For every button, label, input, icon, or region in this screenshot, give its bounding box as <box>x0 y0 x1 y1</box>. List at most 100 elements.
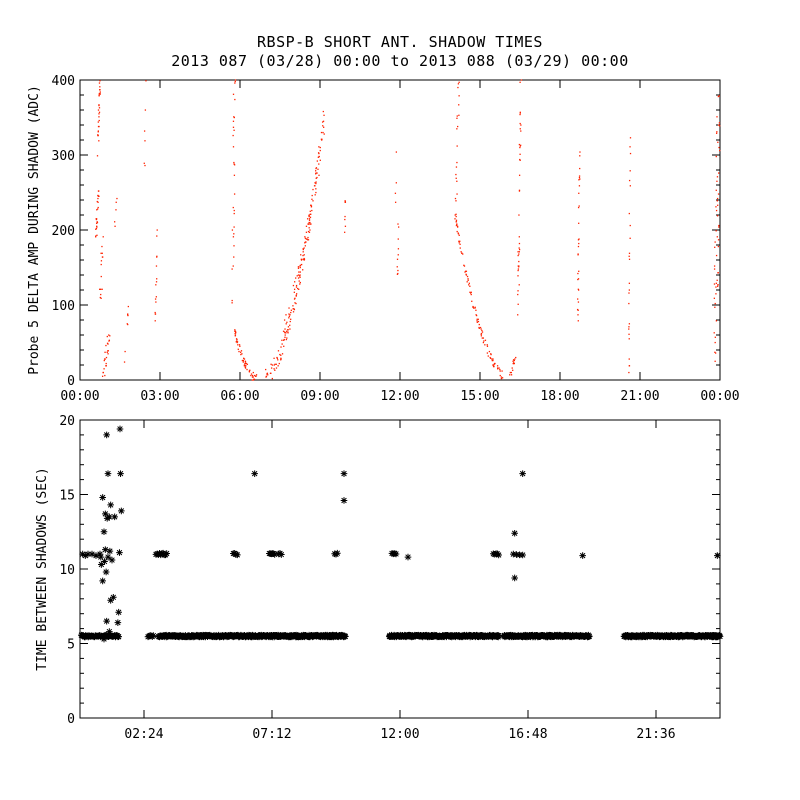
data-point <box>282 330 285 332</box>
data-point <box>476 321 478 323</box>
data-point <box>98 561 105 568</box>
data-point <box>519 146 521 149</box>
data-point <box>233 193 236 195</box>
data-point <box>234 329 236 331</box>
data-point <box>511 367 513 369</box>
data-point <box>467 279 469 281</box>
data-point <box>97 131 99 133</box>
data-point <box>714 352 717 354</box>
data-point <box>98 140 100 142</box>
data-point <box>234 98 236 101</box>
data-point <box>288 313 290 315</box>
data-point <box>518 265 520 267</box>
data-point <box>717 245 720 248</box>
data-point <box>302 254 304 257</box>
data-point <box>97 130 99 132</box>
data-point <box>308 231 311 233</box>
data-point <box>288 317 290 319</box>
data-point <box>715 189 717 191</box>
data-point <box>233 163 235 165</box>
data-point <box>513 359 516 362</box>
data-point <box>458 81 460 83</box>
data-point <box>511 529 518 537</box>
data-point <box>577 298 579 300</box>
data-point <box>98 119 100 122</box>
data-point <box>126 314 129 316</box>
data-point <box>156 278 158 280</box>
data-point <box>100 260 103 262</box>
data-point <box>397 272 399 275</box>
data-point <box>95 236 97 238</box>
data-point <box>95 228 97 230</box>
data-point <box>713 268 716 270</box>
data-point <box>267 374 269 376</box>
data-point <box>101 245 103 248</box>
data-point <box>244 361 247 363</box>
data-point <box>105 356 108 359</box>
data-point <box>300 259 303 261</box>
data-point <box>232 120 235 122</box>
data-point <box>577 301 580 303</box>
data-point <box>98 111 101 113</box>
data-point <box>113 221 116 223</box>
data-point <box>118 507 125 515</box>
plot-frame <box>79 419 721 719</box>
data-point <box>467 278 469 280</box>
data-point <box>95 222 98 224</box>
data-point <box>98 107 101 109</box>
data-point <box>518 253 520 255</box>
data-point <box>297 267 300 269</box>
data-point <box>318 152 320 155</box>
data-point <box>98 116 100 118</box>
data-point <box>244 367 247 369</box>
data-point <box>238 344 241 346</box>
data-point <box>308 214 310 216</box>
data-point <box>493 363 495 365</box>
data-point <box>314 182 316 184</box>
data-point <box>629 185 631 187</box>
data-point <box>714 360 716 362</box>
data-point <box>717 141 719 143</box>
data-point <box>127 305 129 308</box>
data-point <box>304 236 306 238</box>
data-point <box>99 494 106 501</box>
data-point <box>117 470 124 477</box>
data-point <box>235 341 237 343</box>
data-point <box>456 223 458 225</box>
data-point <box>273 368 275 370</box>
data-point <box>294 281 296 283</box>
data-point <box>231 229 234 231</box>
data-point <box>577 245 580 248</box>
data-point <box>275 550 282 558</box>
data-point <box>578 222 580 224</box>
data-point <box>98 94 100 96</box>
data-point <box>304 241 307 243</box>
data-point <box>454 218 456 220</box>
data-point <box>517 314 519 316</box>
data-point <box>578 185 581 187</box>
data-point <box>98 82 101 84</box>
data-point <box>284 334 286 336</box>
data-point <box>344 225 347 227</box>
data-point <box>127 313 129 315</box>
data-point <box>289 328 291 330</box>
data-point <box>307 230 310 233</box>
data-point <box>236 338 238 341</box>
data-point <box>628 258 631 260</box>
data-point <box>237 344 239 346</box>
data-point <box>397 223 399 225</box>
data-point <box>511 574 518 582</box>
data-point <box>479 326 482 329</box>
data-point <box>520 144 522 146</box>
data-point <box>455 213 457 215</box>
data-point <box>578 242 580 245</box>
data-point <box>245 362 247 365</box>
data-point <box>299 283 301 285</box>
data-point <box>322 131 324 134</box>
data-point <box>344 231 346 233</box>
data-point <box>101 288 103 290</box>
data-point <box>297 274 300 276</box>
data-point <box>232 134 234 137</box>
data-point <box>98 195 100 197</box>
data-point <box>517 303 519 305</box>
